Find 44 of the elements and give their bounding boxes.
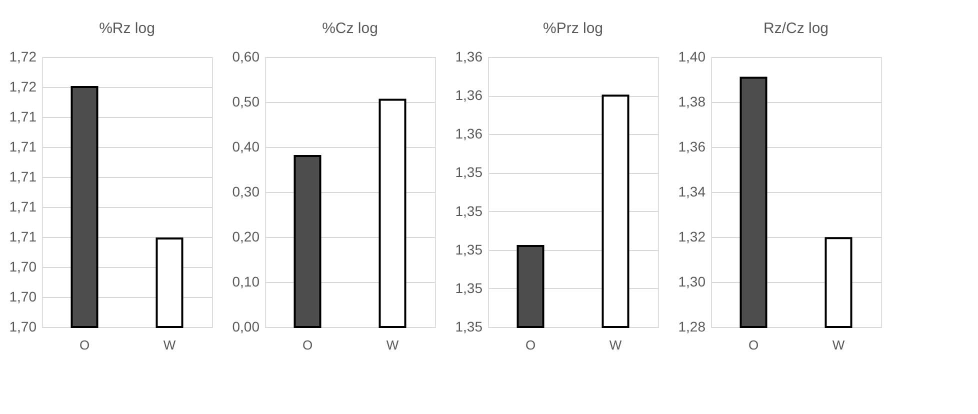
x-tick-label: O	[302, 338, 313, 352]
chart-title: %Rz log	[99, 20, 155, 37]
x-tick-label: O	[748, 338, 759, 352]
y-tick-label: 1,35	[455, 164, 483, 180]
y-tick-label: 0,30	[232, 184, 260, 200]
y-tick-label: 1,70	[9, 318, 37, 334]
y-tick-label: 1,34	[678, 184, 706, 200]
x-tick-label: W	[386, 338, 400, 352]
y-tick-label: 1,40	[678, 48, 706, 64]
y-tick-label: 1,28	[678, 318, 706, 334]
y-tick-label: 0,50	[232, 94, 260, 110]
y-tick-label: 0,20	[232, 228, 260, 244]
y-tick-label: 1,71	[9, 168, 37, 184]
y-tick-label: 1,32	[678, 228, 706, 244]
x-tick-label: W	[609, 338, 622, 352]
chart-title: %Prz log	[542, 20, 604, 37]
y-tick-label: 1,70	[9, 288, 37, 304]
y-tick-label: 1,30	[678, 274, 706, 290]
y-tick-label: 1,35	[455, 202, 483, 219]
x-tick-label: O	[525, 338, 536, 352]
y-tick-label: 1,35	[455, 318, 483, 334]
y-tick-label: 0,00	[232, 318, 260, 334]
y-tick-label: 1,72	[9, 48, 37, 64]
chart-title: Rz/Cz log	[763, 20, 829, 37]
y-tick-label: 0,40	[232, 138, 260, 154]
y-tick-label: 1,70	[9, 258, 37, 274]
x-tick-label: W	[832, 338, 846, 352]
y-tick-label: 1,35	[455, 280, 483, 296]
y-tick-label: 1,36	[678, 138, 706, 154]
y-tick-label: 1,71	[9, 108, 37, 124]
x-tick-label: W	[163, 338, 176, 352]
y-tick-label: 1,38	[678, 94, 706, 110]
y-tick-label: 1,71	[9, 198, 37, 214]
y-tick-label: 1,35	[455, 241, 483, 258]
y-tick-label: 0,60	[232, 48, 260, 64]
y-tick-label: 1,36	[455, 48, 483, 64]
x-tick-label: O	[79, 338, 90, 352]
y-tick-label: 1,36	[455, 126, 483, 142]
y-tick-label: 1,71	[9, 138, 37, 154]
y-tick-label: 0,10	[232, 274, 260, 290]
y-tick-label: 1,71	[9, 228, 37, 244]
chart-title: %Cz log	[322, 20, 378, 37]
y-tick-label: 1,72	[9, 78, 37, 94]
y-tick-label: 1,36	[455, 87, 483, 104]
